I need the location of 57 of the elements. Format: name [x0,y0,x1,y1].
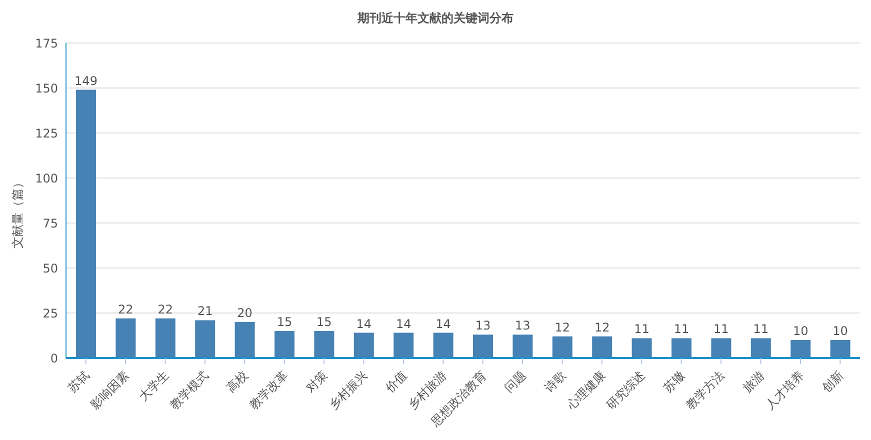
bar [394,332,414,358]
y-tick-label: 125 [35,126,58,140]
bar [234,322,255,358]
x-tick-label: 问题 [502,368,529,396]
bar [592,336,612,358]
bar [750,338,771,358]
y-tick-label: 50 [42,261,58,276]
y-tick-label: 150 [35,81,58,96]
chart-title: 期刊近十年文献的关键词分布 [356,10,514,27]
x-tick-label: 诗歌 [542,368,568,396]
y-tick-label: 25 [42,306,58,320]
data-label: 10 [792,324,808,338]
x-tick-label: 创新 [819,368,846,396]
bar [830,340,850,358]
data-label: 149 [74,74,98,88]
data-label: 11 [714,322,729,336]
bar [672,338,692,358]
data-label: 13 [475,318,491,333]
data-label: 21 [197,304,213,318]
bar [552,336,572,358]
data-label: 22 [118,302,134,316]
data-label: 14 [356,316,372,331]
y-tick-label: 100 [35,171,58,186]
data-label: 13 [515,318,530,333]
data-label: 15 [276,315,292,329]
data-label: 14 [396,316,412,331]
bar [76,90,96,358]
bar [473,334,493,358]
bar [433,332,454,358]
data-label: 20 [237,306,252,320]
x-tick-label: 苏轼 [65,368,92,396]
bar [632,338,652,358]
y-tick-label: 175 [35,36,58,50]
y-axis-title: 文献量（篇） [10,176,26,248]
bar [354,332,374,358]
bar [116,318,136,358]
bar [790,340,811,358]
y-tick-label: 0 [50,351,58,366]
y-tick-label: 75 [42,216,58,230]
data-label: 22 [158,302,174,316]
bar [195,320,216,358]
data-label: 14 [436,316,451,331]
x-tick-label: 大学生 [136,368,172,404]
data-label: 11 [753,322,769,336]
bar [314,331,334,358]
x-tick-label: 研究综述 [604,368,648,412]
bar [711,338,732,358]
bar [155,318,176,358]
data-label: 15 [316,315,332,329]
data-label: 12 [594,320,610,334]
data-label: 11 [634,322,650,336]
data-label: 12 [554,320,570,334]
bar [274,331,294,358]
bar [512,334,533,358]
x-tick-label: 价值 [382,368,410,396]
data-label: 11 [674,322,690,336]
data-label: 10 [832,324,848,338]
